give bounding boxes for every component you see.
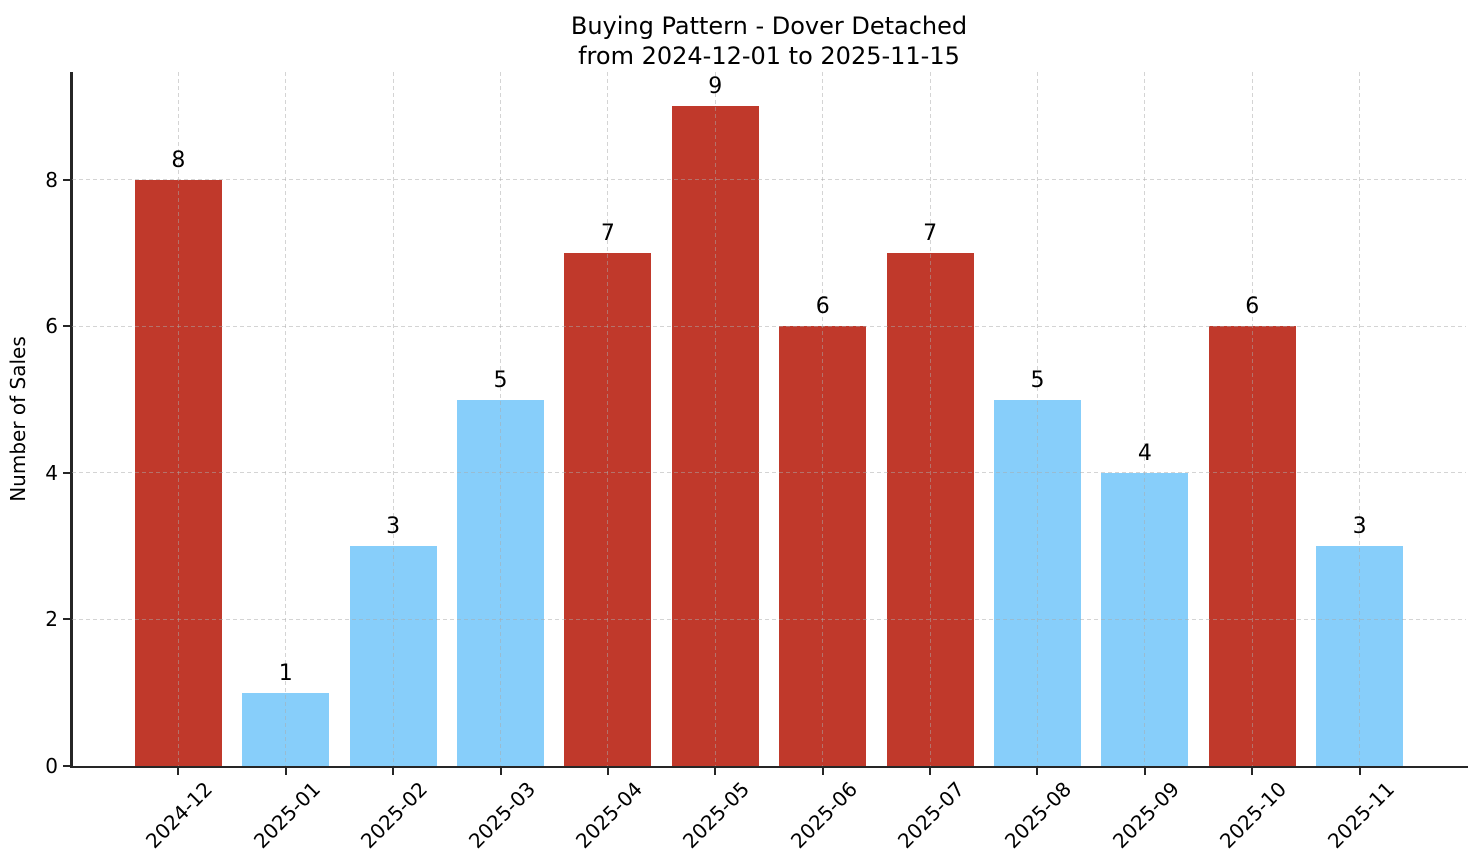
bar-value-label: 3	[386, 514, 401, 540]
x-tick-mark	[1251, 768, 1254, 775]
x-tick-label: 2025-02	[356, 776, 433, 854]
bar-value-label: 8	[171, 147, 186, 173]
y-tick-label: 4	[45, 460, 58, 485]
bar-value-label: 1	[278, 660, 293, 686]
gridline-horizontal	[72, 179, 1466, 181]
gridline-vertical	[929, 72, 931, 766]
gridline-vertical	[1144, 72, 1146, 766]
y-tick-mark	[63, 471, 70, 474]
gridline-vertical	[177, 72, 179, 766]
x-tick-label: 2024-12	[141, 776, 218, 854]
gridline-vertical	[285, 72, 287, 766]
x-tick-mark	[929, 768, 932, 775]
x-tick-mark	[821, 768, 824, 775]
x-tick-label: 2025-11	[1322, 776, 1399, 854]
gridline-vertical	[1036, 72, 1038, 766]
y-tick-mark	[63, 178, 70, 181]
x-tick-label: 2025-03	[463, 776, 540, 854]
gridline-vertical	[500, 72, 501, 766]
x-tick-label: 2025-05	[678, 776, 755, 854]
bar-value-label: 9	[708, 74, 723, 100]
gridline-horizontal	[72, 618, 1466, 620]
x-tick-mark	[606, 768, 609, 775]
gridline-vertical	[1359, 72, 1361, 766]
y-tick-label: 6	[45, 314, 58, 339]
y-tick-mark	[63, 618, 70, 621]
x-tick-label: 2025-10	[1215, 776, 1292, 854]
x-tick-mark	[499, 768, 502, 775]
plot-area: 8 1 3 5 7 9 6 7 5 4 6 3	[72, 72, 1466, 766]
x-tick-label: 2025-09	[1107, 776, 1184, 854]
bar-value-label: 6	[1245, 294, 1260, 320]
x-tick-mark	[177, 768, 180, 775]
chart-title: Buying Pattern - Dover Detached from 202…	[72, 11, 1466, 72]
x-tick-label: 2025-08	[1000, 776, 1077, 854]
y-axis-spine	[70, 72, 73, 768]
y-tick-mark	[63, 325, 70, 328]
y-tick-label: 2	[45, 607, 58, 632]
gridline-vertical	[714, 72, 716, 766]
x-tick-mark	[284, 768, 287, 775]
bar-value-label: 6	[815, 294, 830, 320]
bar-value-label: 4	[1137, 440, 1152, 466]
y-tick-label: 8	[45, 167, 58, 192]
x-tick-mark	[1358, 768, 1361, 775]
gridline-vertical	[822, 72, 824, 766]
x-tick-mark	[1036, 768, 1039, 775]
y-tick-mark	[63, 765, 70, 767]
y-tick-label: 0	[45, 754, 58, 778]
bar-value-label: 5	[1030, 367, 1045, 393]
bar-value-label: 7	[600, 221, 615, 247]
x-tick-mark	[392, 768, 395, 775]
bar-value-label: 5	[493, 367, 508, 393]
gridline-horizontal	[72, 472, 1466, 474]
bar-value-label: 7	[923, 221, 938, 247]
chart-title-line2: from 2024-12-01 to 2025-11-15	[578, 42, 960, 71]
gridline-horizontal	[72, 325, 1466, 327]
x-tick-mark	[1143, 768, 1146, 775]
x-axis-spine	[70, 765, 1468, 768]
x-tick-mark	[714, 768, 717, 775]
bar-value-label: 3	[1352, 514, 1367, 540]
x-tick-label: 2025-04	[570, 776, 647, 854]
x-tick-label: 2025-07	[893, 776, 970, 854]
chart-title-line1: Buying Pattern - Dover Detached	[570, 12, 968, 40]
gridline-vertical	[1251, 72, 1253, 766]
x-tick-label: 2025-06	[785, 776, 862, 854]
gridline-vertical	[392, 72, 394, 766]
gridline-vertical	[607, 72, 609, 766]
x-tick-label: 2025-01	[248, 776, 325, 854]
